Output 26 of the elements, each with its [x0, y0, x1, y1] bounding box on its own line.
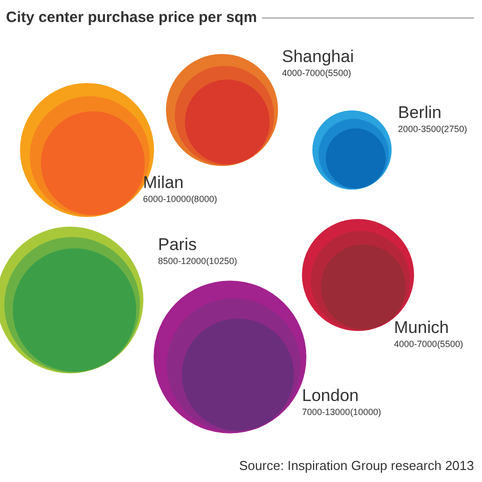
data-label: 12000 [181, 256, 206, 266]
data-label: (5500) [325, 68, 352, 78]
data-label: (10250) [206, 256, 238, 266]
data-label: (10000) [350, 407, 382, 417]
source-note: Source: Inspiration Group research 2013 [239, 458, 474, 473]
data-label: 7000 [305, 68, 326, 78]
data-label: (8000) [191, 194, 218, 204]
data-label: 4000- [282, 68, 306, 78]
data-label: (5500) [437, 339, 464, 349]
data-label: 13000 [325, 407, 350, 417]
category-label: Munich [394, 318, 449, 337]
data-label: 7000- [302, 407, 326, 417]
data-label: 4000- [394, 339, 418, 349]
category-label: London [302, 386, 359, 405]
category-label: Shanghai [282, 47, 354, 66]
category-label: Berlin [398, 103, 442, 122]
text: City center purchase price per sqm [6, 9, 257, 26]
data-label: 7000 [417, 339, 438, 349]
data-label: 2000- [398, 124, 422, 134]
data-label: 6000- [143, 194, 166, 204]
data-label: 8500- [158, 256, 182, 266]
category-label: Milan [143, 173, 184, 192]
category-label: Paris [158, 235, 197, 254]
data-label: 10000 [166, 194, 192, 204]
data-label: 3500 [421, 124, 442, 134]
data-label: (2750) [441, 124, 468, 134]
